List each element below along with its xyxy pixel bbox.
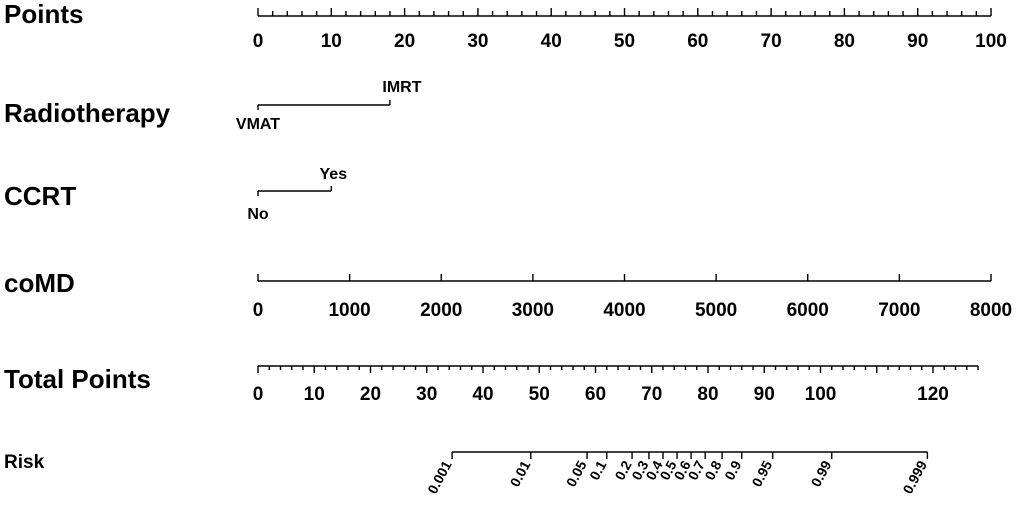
radiotherapy-level-label: IMRT bbox=[382, 79, 421, 96]
comd-tick-label: 2000 bbox=[420, 300, 462, 321]
points-tick-label: 60 bbox=[687, 31, 708, 52]
ccrt-row-label: CCRT bbox=[4, 181, 76, 211]
comd-tick-label: 6000 bbox=[787, 300, 829, 321]
total-points-tick-label: 90 bbox=[754, 384, 775, 405]
total-points-tick-label: 60 bbox=[585, 384, 606, 405]
points-tick-label: 0 bbox=[253, 31, 264, 52]
risk-tick-label: 0.999 bbox=[899, 458, 930, 497]
points-tick-label: 40 bbox=[541, 31, 562, 52]
total-points-tick-label: 20 bbox=[360, 384, 381, 405]
risk-tick-label: 0.8 bbox=[701, 458, 724, 483]
total-points-tick-label: 100 bbox=[805, 384, 837, 405]
points-row-label: Points bbox=[4, 0, 83, 29]
radiotherapy-row-label: Radiotherapy bbox=[4, 98, 171, 128]
points-tick-label: 90 bbox=[907, 31, 928, 52]
total-points-tick-label: 40 bbox=[472, 384, 493, 405]
comd-tick-label: 4000 bbox=[603, 300, 645, 321]
risk-tick-label: 0.01 bbox=[507, 458, 534, 490]
risk-tick-label: 0.001 bbox=[424, 458, 455, 497]
points-tick-label: 10 bbox=[321, 31, 342, 52]
points-tick-label: 70 bbox=[761, 31, 782, 52]
comd-tick-label: 0 bbox=[253, 300, 264, 321]
comd-tick-label: 7000 bbox=[878, 300, 920, 321]
risk-tick-label: 0.9 bbox=[721, 458, 744, 483]
total-points-tick-label: 0 bbox=[253, 384, 264, 405]
comd-tick-label: 8000 bbox=[970, 300, 1012, 321]
comd-tick-label: 3000 bbox=[512, 300, 554, 321]
points-tick-label: 80 bbox=[834, 31, 855, 52]
ccrt-level-label: No bbox=[247, 206, 269, 223]
risk-row-label: Risk bbox=[4, 452, 45, 473]
risk-tick-label: 0.95 bbox=[748, 458, 775, 490]
radiotherapy-level-label: VMAT bbox=[236, 116, 280, 133]
total-points-tick-label: 70 bbox=[641, 384, 662, 405]
points-tick-label: 100 bbox=[975, 31, 1007, 52]
risk-tick-label: 0.1 bbox=[586, 458, 609, 483]
risk-tick-label: 0.99 bbox=[807, 458, 834, 490]
total-points-tick-label: 50 bbox=[529, 384, 550, 405]
total-points-tick-label: 120 bbox=[917, 384, 949, 405]
total-points-tick-label: 10 bbox=[304, 384, 325, 405]
risk-tick-label: 0.05 bbox=[563, 458, 590, 490]
total-points-tick-label: 80 bbox=[697, 384, 718, 405]
comd-row-label: coMD bbox=[4, 268, 75, 298]
points-tick-label: 20 bbox=[394, 31, 415, 52]
points-tick-label: 30 bbox=[467, 31, 488, 52]
comd-tick-label: 1000 bbox=[328, 300, 370, 321]
total-points-tick-label: 30 bbox=[416, 384, 437, 405]
points-tick-label: 50 bbox=[614, 31, 635, 52]
ccrt-level-label: Yes bbox=[320, 166, 348, 183]
total-points-row-label: Total Points bbox=[4, 364, 151, 394]
comd-tick-label: 5000 bbox=[695, 300, 737, 321]
